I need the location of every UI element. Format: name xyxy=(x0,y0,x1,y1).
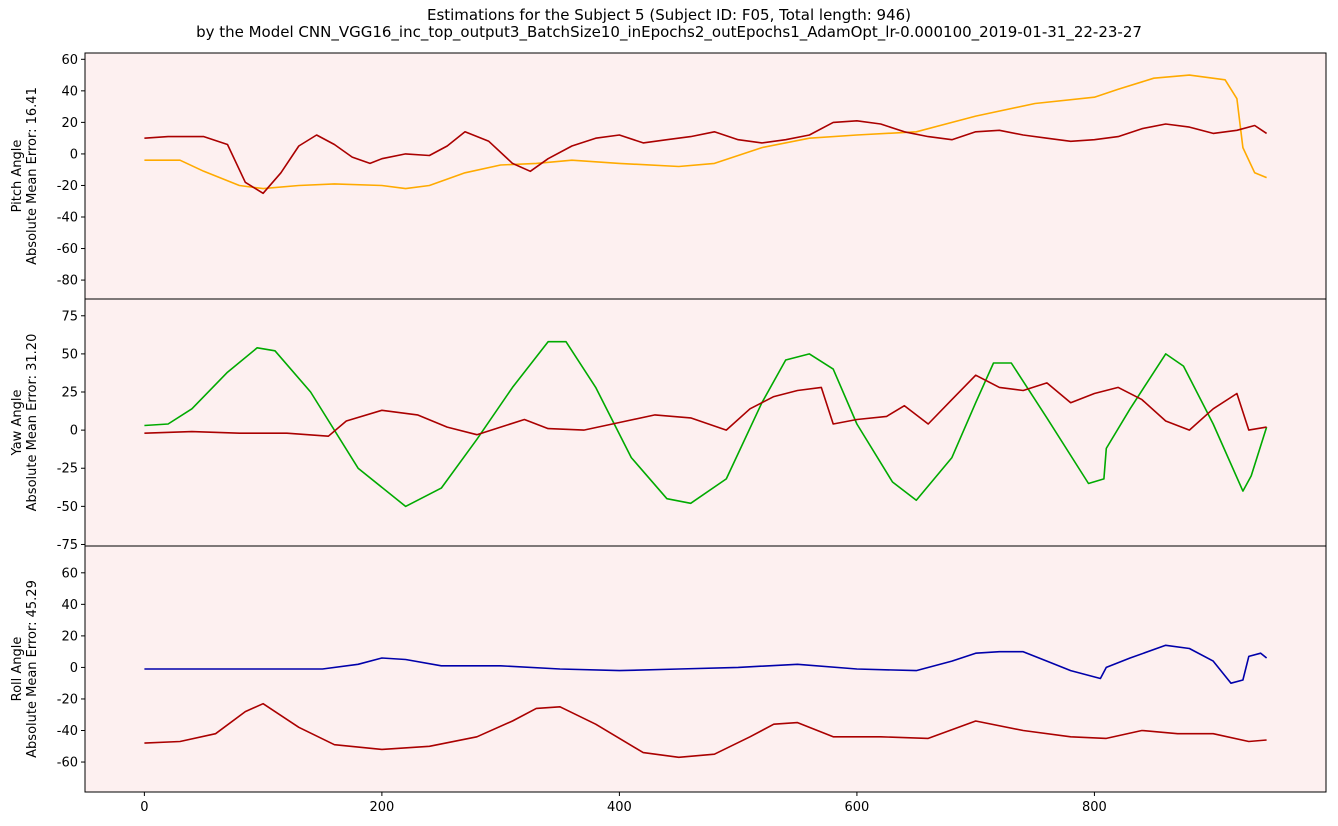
yaw-ytick-label: -75 xyxy=(57,538,78,553)
xtick-label: 200 xyxy=(369,800,394,815)
roll-subplot: 60 40 20 0 -20 -40 -60 Roll Angle Absolute Mean … xyxy=(10,545,1327,793)
chart-title-line1: Estimations for the Subject 5 (Subject I… xyxy=(427,6,911,24)
pitch-ytick-label: -20 xyxy=(57,179,78,194)
yaw-ytick-label: 50 xyxy=(61,347,78,362)
pitch-plot-area xyxy=(85,53,1326,299)
roll-ytick-label: -60 xyxy=(57,756,78,771)
pitch-ytick-label: 60 xyxy=(61,53,78,68)
roll-ground-truth-line xyxy=(144,644,1268,685)
pitch-ground-truth-line xyxy=(144,74,1267,190)
pitch-subplot: 60 40 20 0 -20 -40 -60 -80 Pitch Angle Absolute M… xyxy=(10,52,1327,300)
yaw-subplot: 75 50 25 0 -25 -50 -75 Yaw Angle Absolute Mean E… xyxy=(10,298,1327,553)
pitch-estimation-line xyxy=(144,120,1268,195)
pitch-ytick-label: -80 xyxy=(57,274,78,289)
roll-ytick-label: 60 xyxy=(61,566,78,581)
yaw-ground-truth-line xyxy=(144,340,1268,508)
roll-estimation-line xyxy=(144,702,1267,759)
yaw-ylabel-line2: Absolute Mean Error: 31.20 xyxy=(25,334,40,512)
pitch-ytick-label: 20 xyxy=(61,116,78,131)
pitch-ytick-label: 0 xyxy=(70,147,78,162)
yaw-ytick-label: 0 xyxy=(70,424,78,439)
pitch-ytick-label: -40 xyxy=(57,211,78,226)
yaw-estimation-line xyxy=(144,374,1267,438)
yaw-ytick-label: 75 xyxy=(61,309,78,324)
yaw-ytick-label: -25 xyxy=(57,462,78,477)
yaw-ytick-label: -50 xyxy=(57,500,78,515)
roll-ytick-label: 40 xyxy=(61,598,78,613)
pitch-ytick-label: -60 xyxy=(57,242,78,257)
pitch-ytick-label: 40 xyxy=(61,84,78,99)
roll-ylabel-line2: Absolute Mean Error: 45.29 xyxy=(25,580,40,758)
xtick-label: 800 xyxy=(1082,800,1107,815)
yaw-ytick-label: 25 xyxy=(61,386,78,401)
roll-ytick-label: -20 xyxy=(57,692,78,707)
roll-frame xyxy=(84,545,1327,793)
yaw-ylabel-line1: Yaw Angle xyxy=(10,390,25,457)
roll-ytick-label: 20 xyxy=(61,629,78,644)
roll-ytick-label: 0 xyxy=(70,661,78,676)
pitch-ylabel-line2: Absolute Mean Error: 16.41 xyxy=(25,87,40,265)
roll-ytick-label: -40 xyxy=(57,724,78,739)
x-axis: 0 200 400 600 800 xyxy=(140,792,1107,815)
xtick-label: 0 xyxy=(140,800,148,815)
chart-title-line2: by the Model CNN_VGG16_inc_top_output3_B… xyxy=(196,23,1142,42)
xtick-label: 400 xyxy=(607,800,632,815)
xtick-label: 600 xyxy=(844,800,869,815)
pitch-ylabel-line1: Pitch Angle xyxy=(10,140,25,213)
roll-ylabel-line1: Roll Angle xyxy=(10,637,25,702)
